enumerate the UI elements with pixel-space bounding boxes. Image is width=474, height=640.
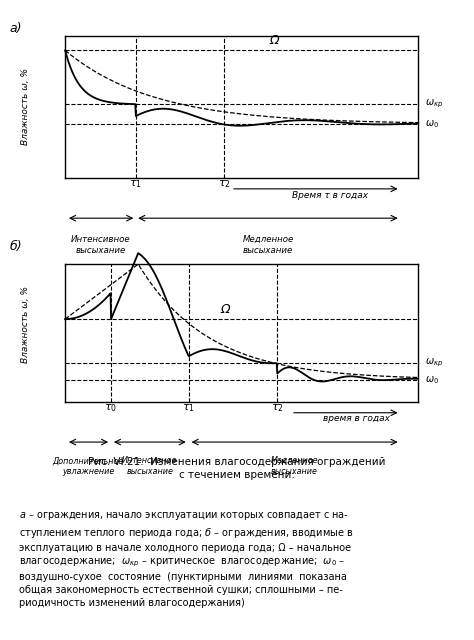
Text: б): б)	[9, 240, 22, 253]
Text: Медленное
высыхание: Медленное высыхание	[271, 456, 319, 476]
Text: $\omega_0$: $\omega_0$	[425, 374, 439, 385]
Text: Влажность ω, %: Влажность ω, %	[21, 68, 30, 145]
Text: $\tau_1$: $\tau_1$	[129, 178, 142, 189]
Text: а): а)	[9, 22, 22, 35]
Text: $\omega_{\kappa p}$: $\omega_{\kappa p}$	[425, 357, 443, 369]
Text: $\it{а}$ – ограждения, начало эксплуатации которых совпадает с на-
ступлением те: $\it{а}$ – ограждения, начало эксплуатац…	[18, 510, 353, 607]
Text: Дополнительное
увлажнение: Дополнительное увлажнение	[53, 456, 124, 476]
Text: $\tau_2$: $\tau_2$	[271, 402, 283, 413]
Text: $\tau_0$: $\tau_0$	[104, 402, 118, 413]
Text: Ω: Ω	[220, 303, 230, 316]
Text: $\tau_1$: $\tau_1$	[182, 402, 195, 413]
Text: Рис. VI.21.  Изменения влагосодержания ограждений
с течением времени:: Рис. VI.21. Изменения влагосодержания ог…	[88, 457, 386, 480]
Text: $\omega_0$: $\omega_0$	[425, 118, 439, 130]
Text: Ω: Ω	[270, 35, 279, 47]
Text: Интенсивное
высыхание: Интенсивное высыхание	[122, 456, 178, 476]
Text: Влажность ω, %: Влажность ω, %	[21, 286, 30, 364]
Text: Медленное
высыхание: Медленное высыхание	[243, 236, 294, 255]
Text: $\omega_{\kappa p}$: $\omega_{\kappa p}$	[425, 98, 443, 110]
Text: Время τ в годах: Время τ в годах	[292, 191, 368, 200]
Text: $\tau_2$: $\tau_2$	[218, 178, 230, 189]
Text: Интенсивное
высыхание: Интенсивное высыхание	[71, 236, 130, 255]
Text: время в годах: время в годах	[323, 414, 390, 423]
